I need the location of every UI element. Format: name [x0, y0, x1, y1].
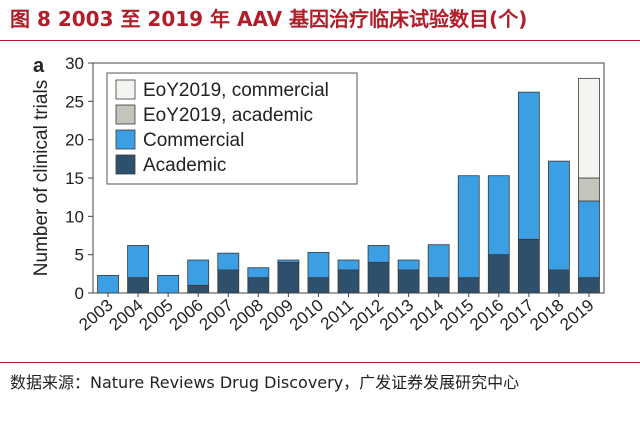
bar-eoy2019-commercial: [578, 77, 600, 179]
legend-swatch-academic: [115, 154, 136, 175]
bar-academic: [548, 269, 570, 294]
bar-academic: [578, 277, 600, 294]
bar-academic: [277, 261, 300, 294]
bar-commercial: [397, 259, 420, 271]
y-axis-label: Number of clinical trials: [31, 80, 52, 276]
legend-label-eoy2019-academic: EoY2019, academic: [143, 105, 313, 126]
bar-academic: [517, 238, 540, 294]
legend-label-academic: Academic: [143, 155, 226, 176]
bar-commercial: [578, 200, 600, 279]
bar-commercial: [277, 259, 300, 263]
source-rule: [0, 362, 640, 363]
bar-commercial: [127, 245, 149, 279]
x-tick-label: 2019: [556, 296, 597, 335]
y-tick-label: 10: [65, 207, 84, 226]
bar-academic: [217, 269, 240, 294]
bar-academic: [127, 277, 149, 294]
bar-commercial: [187, 259, 210, 286]
bar-commercial: [157, 274, 180, 294]
bar-commercial: [367, 245, 390, 263]
y-tick-label: 0: [75, 284, 84, 303]
bar-commercial: [548, 160, 570, 271]
bar-academic: [367, 261, 390, 294]
bar-commercial: [517, 91, 540, 240]
source-note: 数据来源：Nature Reviews Drug Discovery，广发证券发…: [10, 373, 520, 392]
bar-academic: [187, 284, 210, 294]
title-rule: [0, 40, 640, 41]
bar-eoy2019-academic: [578, 177, 600, 202]
y-tick-label: 20: [65, 131, 84, 150]
bar-academic: [397, 269, 420, 294]
figure-title: 图 8 2003 至 2019 年 AAV 基因治疗临床试验数目(个): [10, 7, 528, 31]
bar-commercial: [337, 259, 360, 271]
y-tick-label: 30: [65, 54, 84, 73]
legend-label-commercial: Commercial: [143, 130, 244, 151]
bar-academic: [307, 277, 330, 294]
legend-swatch-eoy2019-academic: [115, 104, 136, 125]
bar-academic: [427, 277, 450, 294]
panel-label: a: [33, 55, 45, 77]
bar-academic: [337, 269, 360, 294]
legend-label-eoy2019-commercial: EoY2019, commercial: [143, 80, 329, 101]
bar-academic: [247, 277, 270, 294]
legend: EoY2019, commercial EoY2019, academic Comm…: [106, 72, 358, 185]
legend-swatch-eoy2019-commercial: [115, 79, 136, 100]
y-tick-label: 25: [65, 92, 84, 111]
y-tick-label: 5: [75, 246, 84, 265]
bar-commercial: [307, 251, 330, 279]
bar-commercial: [427, 244, 450, 279]
y-tick-label: 15: [65, 169, 84, 188]
legend-swatch-commercial: [115, 129, 136, 150]
bar-commercial: [457, 175, 480, 279]
bar-commercial: [97, 274, 119, 294]
bar-commercial: [217, 252, 240, 271]
bar-academic: [487, 254, 510, 294]
bar-academic: [457, 277, 480, 294]
bar-commercial: [487, 175, 510, 256]
bar-commercial: [247, 267, 270, 279]
legend-box: [106, 72, 358, 185]
